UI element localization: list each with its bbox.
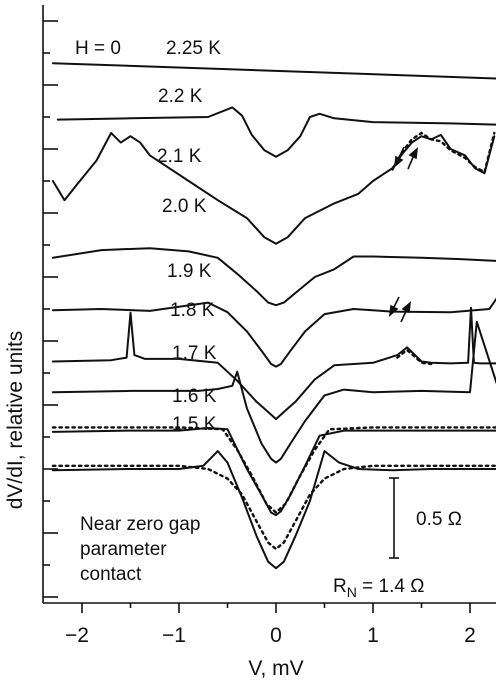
x-ticks: −2 −1 0 1 2 bbox=[65, 603, 476, 647]
y-ticks bbox=[43, 20, 58, 598]
series-layer bbox=[51, 62, 496, 570]
rn-label-main: R bbox=[333, 576, 347, 597]
rn-label-sub: N bbox=[347, 584, 357, 600]
annotation-line-2: parameter bbox=[80, 539, 167, 560]
x-tick-label: 1 bbox=[367, 624, 379, 647]
contact-annotation: Near zero gap parameter contact bbox=[80, 514, 206, 585]
series-line-1.5-K-fit bbox=[51, 464, 496, 551]
x-axis-label: V, mV bbox=[248, 657, 303, 680]
y-axis-label: dV/dI, relative units bbox=[4, 331, 27, 510]
series-line-2.25-K bbox=[51, 62, 496, 80]
x-tick-label: 0 bbox=[270, 624, 282, 647]
series-line-1.7-K bbox=[51, 320, 496, 464]
temp-label-2.2K: 2.2 K bbox=[158, 86, 203, 107]
series-line-1.6-K-fit bbox=[51, 426, 496, 515]
series-line-1.6-K bbox=[51, 427, 496, 517]
rn-label-value: = 1.4 Ω bbox=[357, 576, 425, 597]
x-tick-label: 2 bbox=[464, 624, 476, 647]
temp-label-1.7K: 1.7 K bbox=[172, 343, 217, 364]
temp-label-1.8K: 1.8 K bbox=[170, 300, 215, 321]
scale-bar-label: 0.5 Ω bbox=[416, 509, 462, 530]
hysteresis-arrows-upper bbox=[393, 146, 419, 170]
temp-label-1.5K: 1.5 K bbox=[172, 414, 217, 435]
rn-label: RN = 1.4 Ω bbox=[333, 576, 424, 600]
temp-label-2.25K: 2.25 K bbox=[166, 38, 221, 59]
series-line-2.1-K bbox=[51, 132, 496, 245]
x-tick-label: −2 bbox=[65, 624, 89, 647]
series-line-2.2-K bbox=[56, 106, 496, 158]
temp-label-2.1K: 2.1 K bbox=[157, 146, 202, 167]
series-line-1.8-K bbox=[51, 306, 496, 421]
hysteresis-arrows-lower bbox=[388, 296, 412, 323]
scale-bar bbox=[389, 477, 399, 559]
temp-label-1.9K: 1.9 K bbox=[167, 261, 212, 282]
temp-label-2.0K: 2.0 K bbox=[162, 196, 207, 217]
annotation-line-3: contact bbox=[80, 564, 142, 585]
temp-label-1.6K: 1.6 K bbox=[172, 386, 217, 407]
series-line-1.5-K bbox=[51, 450, 496, 570]
series-line-2.0-K bbox=[51, 247, 496, 307]
annotation-line-1: Near zero gap bbox=[80, 514, 200, 535]
x-tick-label: −1 bbox=[162, 624, 186, 647]
series-line-1.9-K bbox=[51, 297, 496, 368]
series-line-1.8-K-fit bbox=[396, 348, 433, 366]
field-label: H = 0 bbox=[75, 38, 121, 59]
